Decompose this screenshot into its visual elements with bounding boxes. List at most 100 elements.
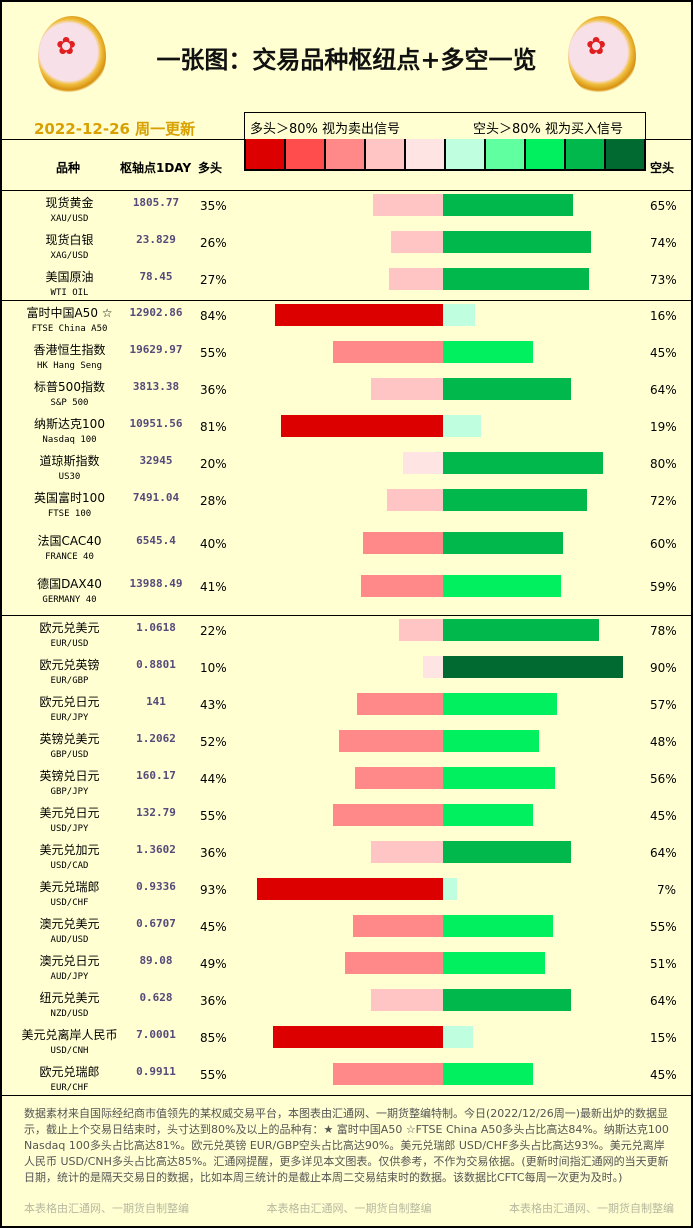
short-percent: 56% [650,772,677,786]
instrument-cn: 纽元兑美元 [39,991,100,1005]
instrument-name: 英镑兑美元 GBP/USD [12,732,127,762]
instrument-en: US30 [58,472,81,482]
table-row: 英镑兑美元 GBP/USD 1.2062 52% 48% [2,730,691,767]
color-swatch [326,139,366,169]
instrument-en: HK Hang Seng [36,361,103,371]
long-percent: 36% [200,994,227,1008]
instrument-cn: 德国DAX40 [37,577,102,591]
pivot-value: 1.2062 [136,732,176,745]
instrument-name: 英镑兑日元 GBP/JPY [12,769,127,799]
short-bar [443,878,457,900]
short-bar [443,378,571,400]
short-bar [443,730,539,752]
short-percent: 7% [656,883,676,897]
pivot-value: 7491.04 [132,491,180,504]
col-short-header: 空头 [650,161,675,175]
instrument-name: 澳元兑美元 AUD/USD [12,917,127,947]
short-bar [443,915,553,937]
instrument-en: USD/CAD [50,861,89,871]
instrument-en: AUD/USD [50,935,89,945]
long-percent: 44% [200,772,227,786]
long-percent: 27% [200,273,227,287]
instrument-cn: 法国CAC40 [37,534,102,548]
short-percent: 64% [650,994,677,1008]
short-bar [443,268,589,290]
pivot-value: 1805.77 [132,196,180,209]
table-row: 美元兑瑞郎 USD/CHF 0.9336 93% 7% [2,878,691,915]
short-bar [443,841,571,863]
table-row: 德国DAX40 GERMANY 40 13988.49 41% 59% [2,575,691,619]
instrument-name: 欧元兑美元 EUR/USD [12,621,127,651]
pivot-value: 32945 [139,454,173,467]
table-row: 欧元兑瑞郎 EUR/CHF 0.9911 55% 45% [2,1063,691,1100]
instrument-name: 标普500指数 S&P 500 [12,380,127,410]
legend-long: 多头＞80% 视为卖出信号 [250,122,401,137]
short-bar [443,1026,473,1048]
pivot-value: 6545.4 [136,534,176,547]
long-bar [333,1063,443,1085]
table-row: 标普500指数 S&P 500 3813.38 36% 64% [2,378,691,415]
short-percent: 45% [650,346,677,360]
short-bar [443,989,571,1011]
long-percent: 45% [200,920,227,934]
long-bar [389,268,443,290]
short-percent: 64% [650,846,677,860]
table-row: 欧元兑日元 EUR/JPY 141 43% 57% [2,693,691,730]
pivot-value: 78.45 [139,270,173,283]
instrument-name: 美元兑离岸人民币 USD/CNH [12,1028,127,1058]
short-percent: 60% [650,537,677,551]
table-row: 法国CAC40 FRANCE 40 6545.4 40% 60% [2,532,691,575]
pivot-value: 141 [146,695,166,708]
instrument-name: 英国富时100 FTSE 100 [12,491,127,521]
table-row: 富时中国A50 ☆ FTSE China A50 12902.86 84% 16% [2,304,691,341]
instrument-en: XAU/USD [50,214,89,224]
short-bar [443,804,533,826]
long-bar [387,489,443,511]
color-swatch [366,139,406,169]
instrument-en: USD/CNH [50,1046,89,1056]
long-bar [357,693,443,715]
long-bar [361,575,443,597]
instrument-cn: 澳元兑日元 [39,954,100,968]
instrument-name: 现货黄金 XAU/USD [12,196,127,226]
instrument-cn: 美元兑日元 [39,806,100,820]
table-row: 美国原油 WTI OIL 78.45 27% 73% [2,268,691,304]
short-bar [443,489,587,511]
long-bar [257,878,443,900]
long-bar [423,656,443,678]
pivot-value: 0.8801 [136,658,176,671]
instrument-cn: 道琼斯指数 [39,454,100,468]
short-percent: 80% [650,457,677,471]
short-bar [443,231,591,253]
pivot-value: 1.3602 [136,843,176,856]
long-bar [363,532,443,554]
instrument-cn: 香港恒生指数 [33,343,106,357]
long-percent: 22% [200,624,227,638]
instrument-name: 德国DAX40 GERMANY 40 [12,577,127,607]
pivot-value: 0.628 [139,991,173,1004]
instrument-cn: 澳元兑美元 [39,917,100,931]
instrument-cn: 欧元兑英镑 [39,658,100,672]
long-percent: 41% [200,580,227,594]
instrument-name: 美元兑瑞郎 USD/CHF [12,880,127,910]
table-row: 道琼斯指数 US30 32945 20% 80% [2,452,691,489]
short-bar [443,452,603,474]
instrument-en: NZD/USD [50,1009,89,1019]
instrument-en: WTI OIL [50,288,89,298]
long-percent: 10% [200,661,227,675]
long-bar [391,231,443,253]
table-row: 美元兑离岸人民币 USD/CNH 7.0001 85% 15% [2,1026,691,1063]
color-swatch [486,139,526,169]
short-bar [443,532,563,554]
long-bar [355,767,443,789]
logo-right: ✿ [568,16,636,96]
long-percent: 49% [200,957,227,971]
instrument-name: 澳元兑日元 AUD/JPY [12,954,127,984]
short-percent: 16% [650,309,677,323]
long-percent: 85% [200,1031,227,1045]
instrument-en: FTSE China A50 [31,324,108,334]
pivot-value: 160.17 [136,769,176,782]
table-row: 现货白银 XAG/USD 23.829 26% 74% [2,231,691,268]
table-row: 美元兑加元 USD/CAD 1.3602 36% 64% [2,841,691,878]
long-bar [345,952,443,974]
